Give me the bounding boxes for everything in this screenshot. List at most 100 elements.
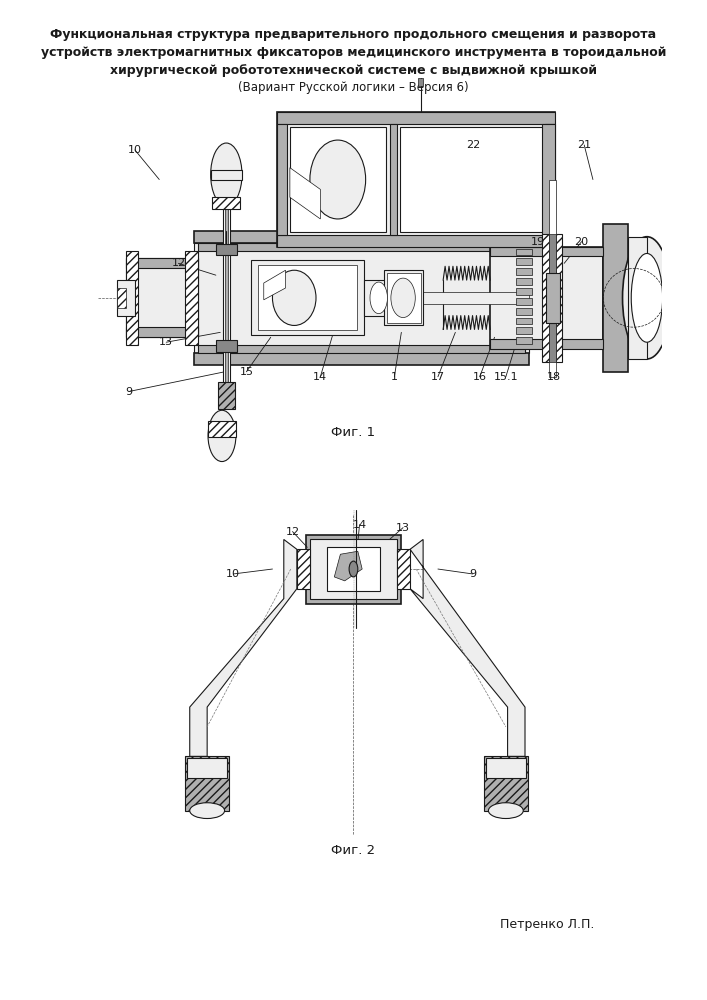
Bar: [126, 251, 139, 345]
Ellipse shape: [391, 278, 415, 318]
Bar: [546, 273, 560, 322]
Bar: [516, 258, 532, 265]
Text: хирургической робототехнической системе с выдвижной крышкой: хирургической робототехнической системе …: [110, 64, 597, 77]
Bar: [384, 270, 423, 325]
Text: (Вариант Русской логики – Версия 6): (Вариант Русской логики – Версия 6): [238, 81, 469, 94]
Bar: [672, 290, 697, 306]
Bar: [545, 124, 556, 235]
Bar: [516, 327, 532, 334]
Text: 18: 18: [547, 372, 561, 382]
Bar: [126, 327, 197, 337]
Bar: [542, 124, 556, 235]
Bar: [310, 539, 397, 599]
Text: 1: 1: [391, 372, 398, 382]
Bar: [199, 243, 525, 251]
Bar: [194, 231, 530, 243]
Bar: [185, 756, 229, 811]
Text: 10: 10: [226, 569, 240, 579]
Ellipse shape: [370, 282, 387, 314]
Text: 13: 13: [396, 523, 410, 533]
Text: 17: 17: [431, 372, 445, 382]
Ellipse shape: [189, 803, 225, 819]
Bar: [277, 112, 556, 124]
Bar: [225, 199, 228, 406]
Bar: [211, 170, 242, 180]
Ellipse shape: [631, 253, 662, 342]
Text: 12: 12: [171, 258, 185, 268]
Bar: [390, 124, 397, 235]
Bar: [516, 337, 532, 344]
Bar: [387, 273, 421, 322]
Ellipse shape: [489, 803, 523, 819]
Text: Фиг. 1: Фиг. 1: [332, 426, 375, 439]
Bar: [199, 345, 525, 353]
Bar: [126, 258, 197, 337]
Bar: [490, 247, 603, 349]
Bar: [223, 199, 230, 406]
Ellipse shape: [272, 270, 316, 325]
Bar: [297, 549, 310, 589]
Text: 14: 14: [353, 520, 367, 530]
Text: 15: 15: [240, 367, 253, 377]
Bar: [542, 234, 561, 362]
Bar: [277, 235, 556, 247]
Bar: [126, 258, 197, 268]
Bar: [208, 421, 236, 437]
Bar: [257, 265, 357, 330]
Bar: [185, 251, 197, 345]
Text: устройств электромагнитных фиксаторов медицинского инструмента в тороидальной: устройств электромагнитных фиксаторов ме…: [41, 46, 666, 59]
Bar: [490, 247, 603, 256]
Bar: [516, 268, 532, 275]
Text: 10: 10: [128, 145, 142, 155]
Bar: [384, 292, 530, 304]
Text: 20: 20: [575, 237, 589, 247]
Bar: [194, 353, 530, 365]
Bar: [516, 278, 532, 285]
Polygon shape: [189, 539, 297, 756]
Bar: [397, 549, 410, 589]
Text: 15.1: 15.1: [493, 372, 518, 382]
Bar: [400, 127, 544, 232]
Bar: [516, 318, 532, 324]
Polygon shape: [410, 539, 525, 756]
Bar: [305, 535, 402, 604]
Polygon shape: [334, 551, 362, 581]
Bar: [486, 758, 526, 778]
Text: Функциональная структура предварительного продольного смещения и разворота: Функциональная структура предварительног…: [50, 28, 657, 41]
Ellipse shape: [623, 237, 672, 359]
Bar: [216, 244, 237, 255]
Bar: [516, 308, 532, 315]
Ellipse shape: [211, 143, 242, 206]
Polygon shape: [290, 168, 320, 219]
Bar: [218, 382, 235, 409]
Text: 16: 16: [473, 372, 486, 382]
Bar: [212, 197, 240, 209]
Bar: [418, 78, 423, 86]
Bar: [277, 112, 556, 247]
Bar: [628, 237, 647, 359]
Text: Фиг. 2: Фиг. 2: [332, 844, 375, 857]
Bar: [187, 758, 227, 778]
Ellipse shape: [208, 410, 236, 462]
Text: 9: 9: [125, 387, 132, 397]
Bar: [549, 180, 556, 377]
Bar: [603, 224, 628, 372]
Bar: [277, 124, 287, 235]
Text: 19: 19: [531, 237, 545, 247]
Bar: [327, 547, 380, 591]
Text: 12: 12: [286, 527, 300, 537]
Bar: [117, 280, 135, 316]
Bar: [490, 339, 603, 349]
Bar: [516, 288, 532, 295]
Bar: [364, 280, 395, 316]
Bar: [290, 127, 386, 232]
Bar: [194, 243, 530, 353]
Ellipse shape: [310, 140, 366, 219]
Bar: [516, 249, 532, 255]
Bar: [549, 234, 556, 362]
Bar: [117, 288, 126, 308]
Text: 22: 22: [466, 140, 480, 150]
Bar: [251, 260, 364, 335]
Ellipse shape: [349, 561, 358, 577]
Text: 9: 9: [469, 569, 477, 579]
